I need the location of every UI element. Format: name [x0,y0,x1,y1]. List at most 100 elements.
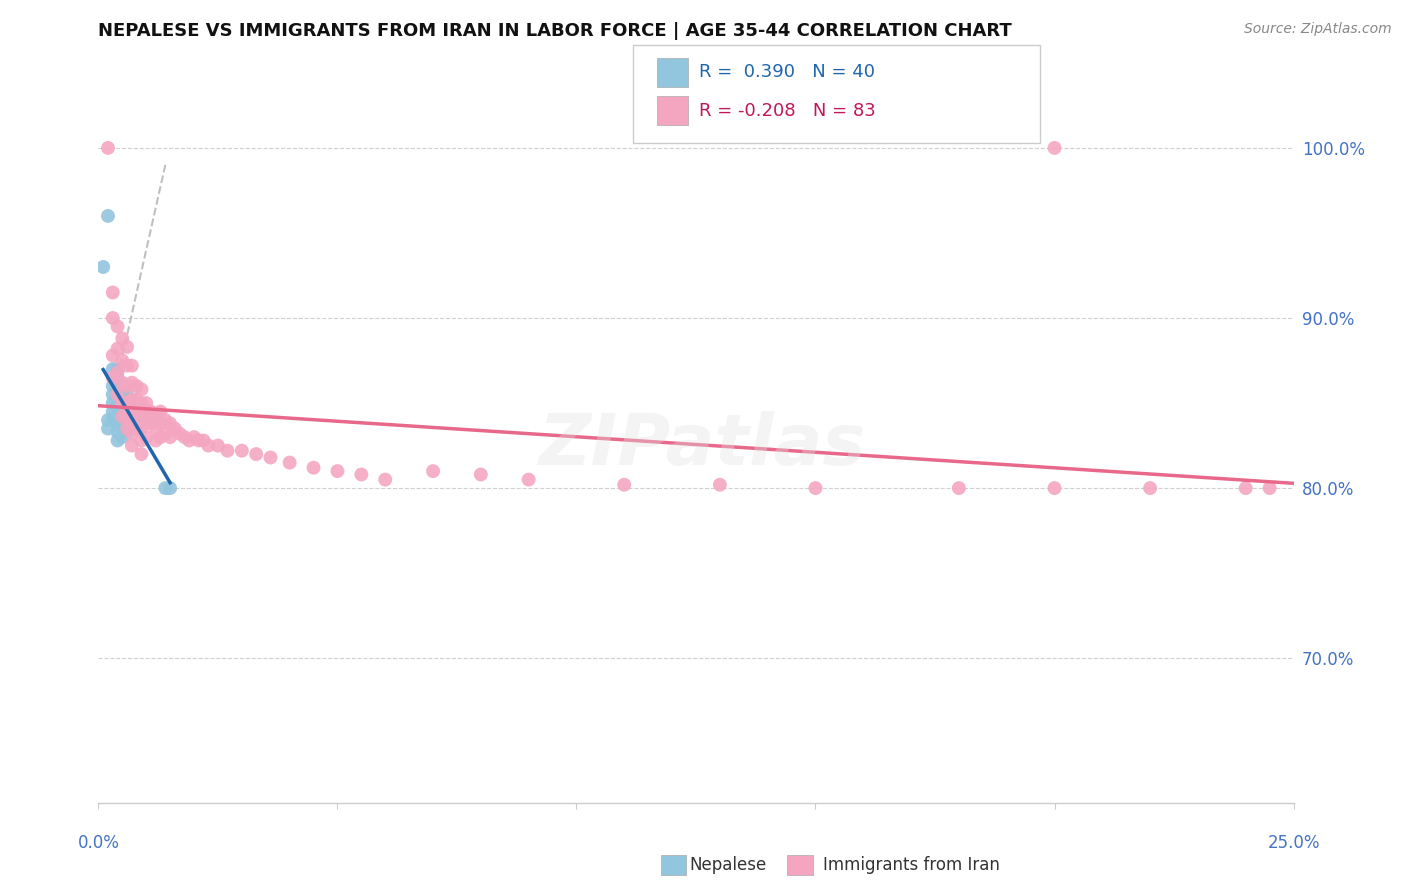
Point [470,467,492,482]
Point [101,370,124,384]
Point [259,450,281,465]
Point [197,439,219,453]
Point [107,387,129,401]
Point [183,430,205,444]
Text: NEPALESE VS IMMIGRANTS FROM IRAN IN LABOR FORCE | AGE 35-44 CORRELATION CHART: NEPALESE VS IMMIGRANTS FROM IRAN IN LABO… [98,22,1012,40]
Point [107,408,129,422]
Point [101,362,124,376]
Point [121,417,143,431]
Point [107,370,129,384]
Point [107,391,129,405]
Point [97,421,120,435]
Point [107,417,129,431]
Point [149,430,172,444]
Point [155,481,177,495]
Point [131,421,153,435]
Point [125,404,148,418]
Point [107,425,129,439]
Point [948,481,970,495]
Point [111,331,134,345]
Point [115,408,138,422]
Text: 0.0%: 0.0% [77,834,120,852]
Point [125,392,148,407]
Point [125,379,148,393]
Point [101,413,124,427]
Point [149,404,172,418]
Point [97,413,120,427]
Point [1043,481,1066,495]
Point [121,400,143,414]
Point [1258,481,1281,495]
Point [145,434,167,448]
Point [111,430,134,444]
Point [131,434,153,448]
Point [350,467,373,482]
Point [302,460,325,475]
Point [97,209,120,223]
Point [326,464,349,478]
Point [107,319,129,334]
Point [91,260,114,274]
Point [107,400,129,414]
Text: R = -0.208   N = 83: R = -0.208 N = 83 [699,102,876,120]
Point [149,417,172,431]
Point [135,413,157,427]
Point [193,434,215,448]
Point [155,413,177,427]
Point [111,413,134,427]
Point [613,477,636,491]
Point [145,421,167,435]
Point [517,473,540,487]
Point [115,417,138,431]
Point [804,481,827,495]
Point [115,387,138,401]
Point [207,439,229,453]
Point [135,404,157,418]
Point [139,404,162,418]
Point [107,383,129,397]
Point [131,396,153,410]
Point [97,141,120,155]
Point [131,408,153,422]
Point [111,396,134,410]
Point [145,409,167,424]
Point [111,387,134,401]
Point [709,477,731,491]
Point [217,443,239,458]
Point [1234,481,1257,495]
Point [187,434,209,448]
Point [159,430,181,444]
Point [131,447,153,461]
Point [101,387,124,401]
Point [115,425,138,439]
Point [125,421,148,435]
Point [107,434,129,448]
Point [115,340,138,354]
Point [115,396,138,410]
Point [1043,141,1066,155]
Text: 25.0%: 25.0% [1267,834,1320,852]
Text: R =  0.390   N = 40: R = 0.390 N = 40 [699,63,875,81]
Point [121,404,143,418]
Point [115,421,138,435]
Point [115,400,138,414]
Text: Nepalese: Nepalese [689,856,766,874]
Point [374,473,396,487]
Point [278,456,301,470]
Point [111,396,134,410]
Point [107,342,129,356]
Point [135,396,157,410]
Point [139,417,162,431]
Point [101,311,124,326]
Point [101,379,124,393]
Point [135,417,157,431]
Point [155,426,177,441]
Point [111,376,134,390]
Point [163,421,186,435]
Text: Source: ZipAtlas.com: Source: ZipAtlas.com [1244,22,1392,37]
Point [121,359,143,373]
Point [121,392,143,407]
Point [101,396,124,410]
Point [131,409,153,424]
Point [101,348,124,362]
